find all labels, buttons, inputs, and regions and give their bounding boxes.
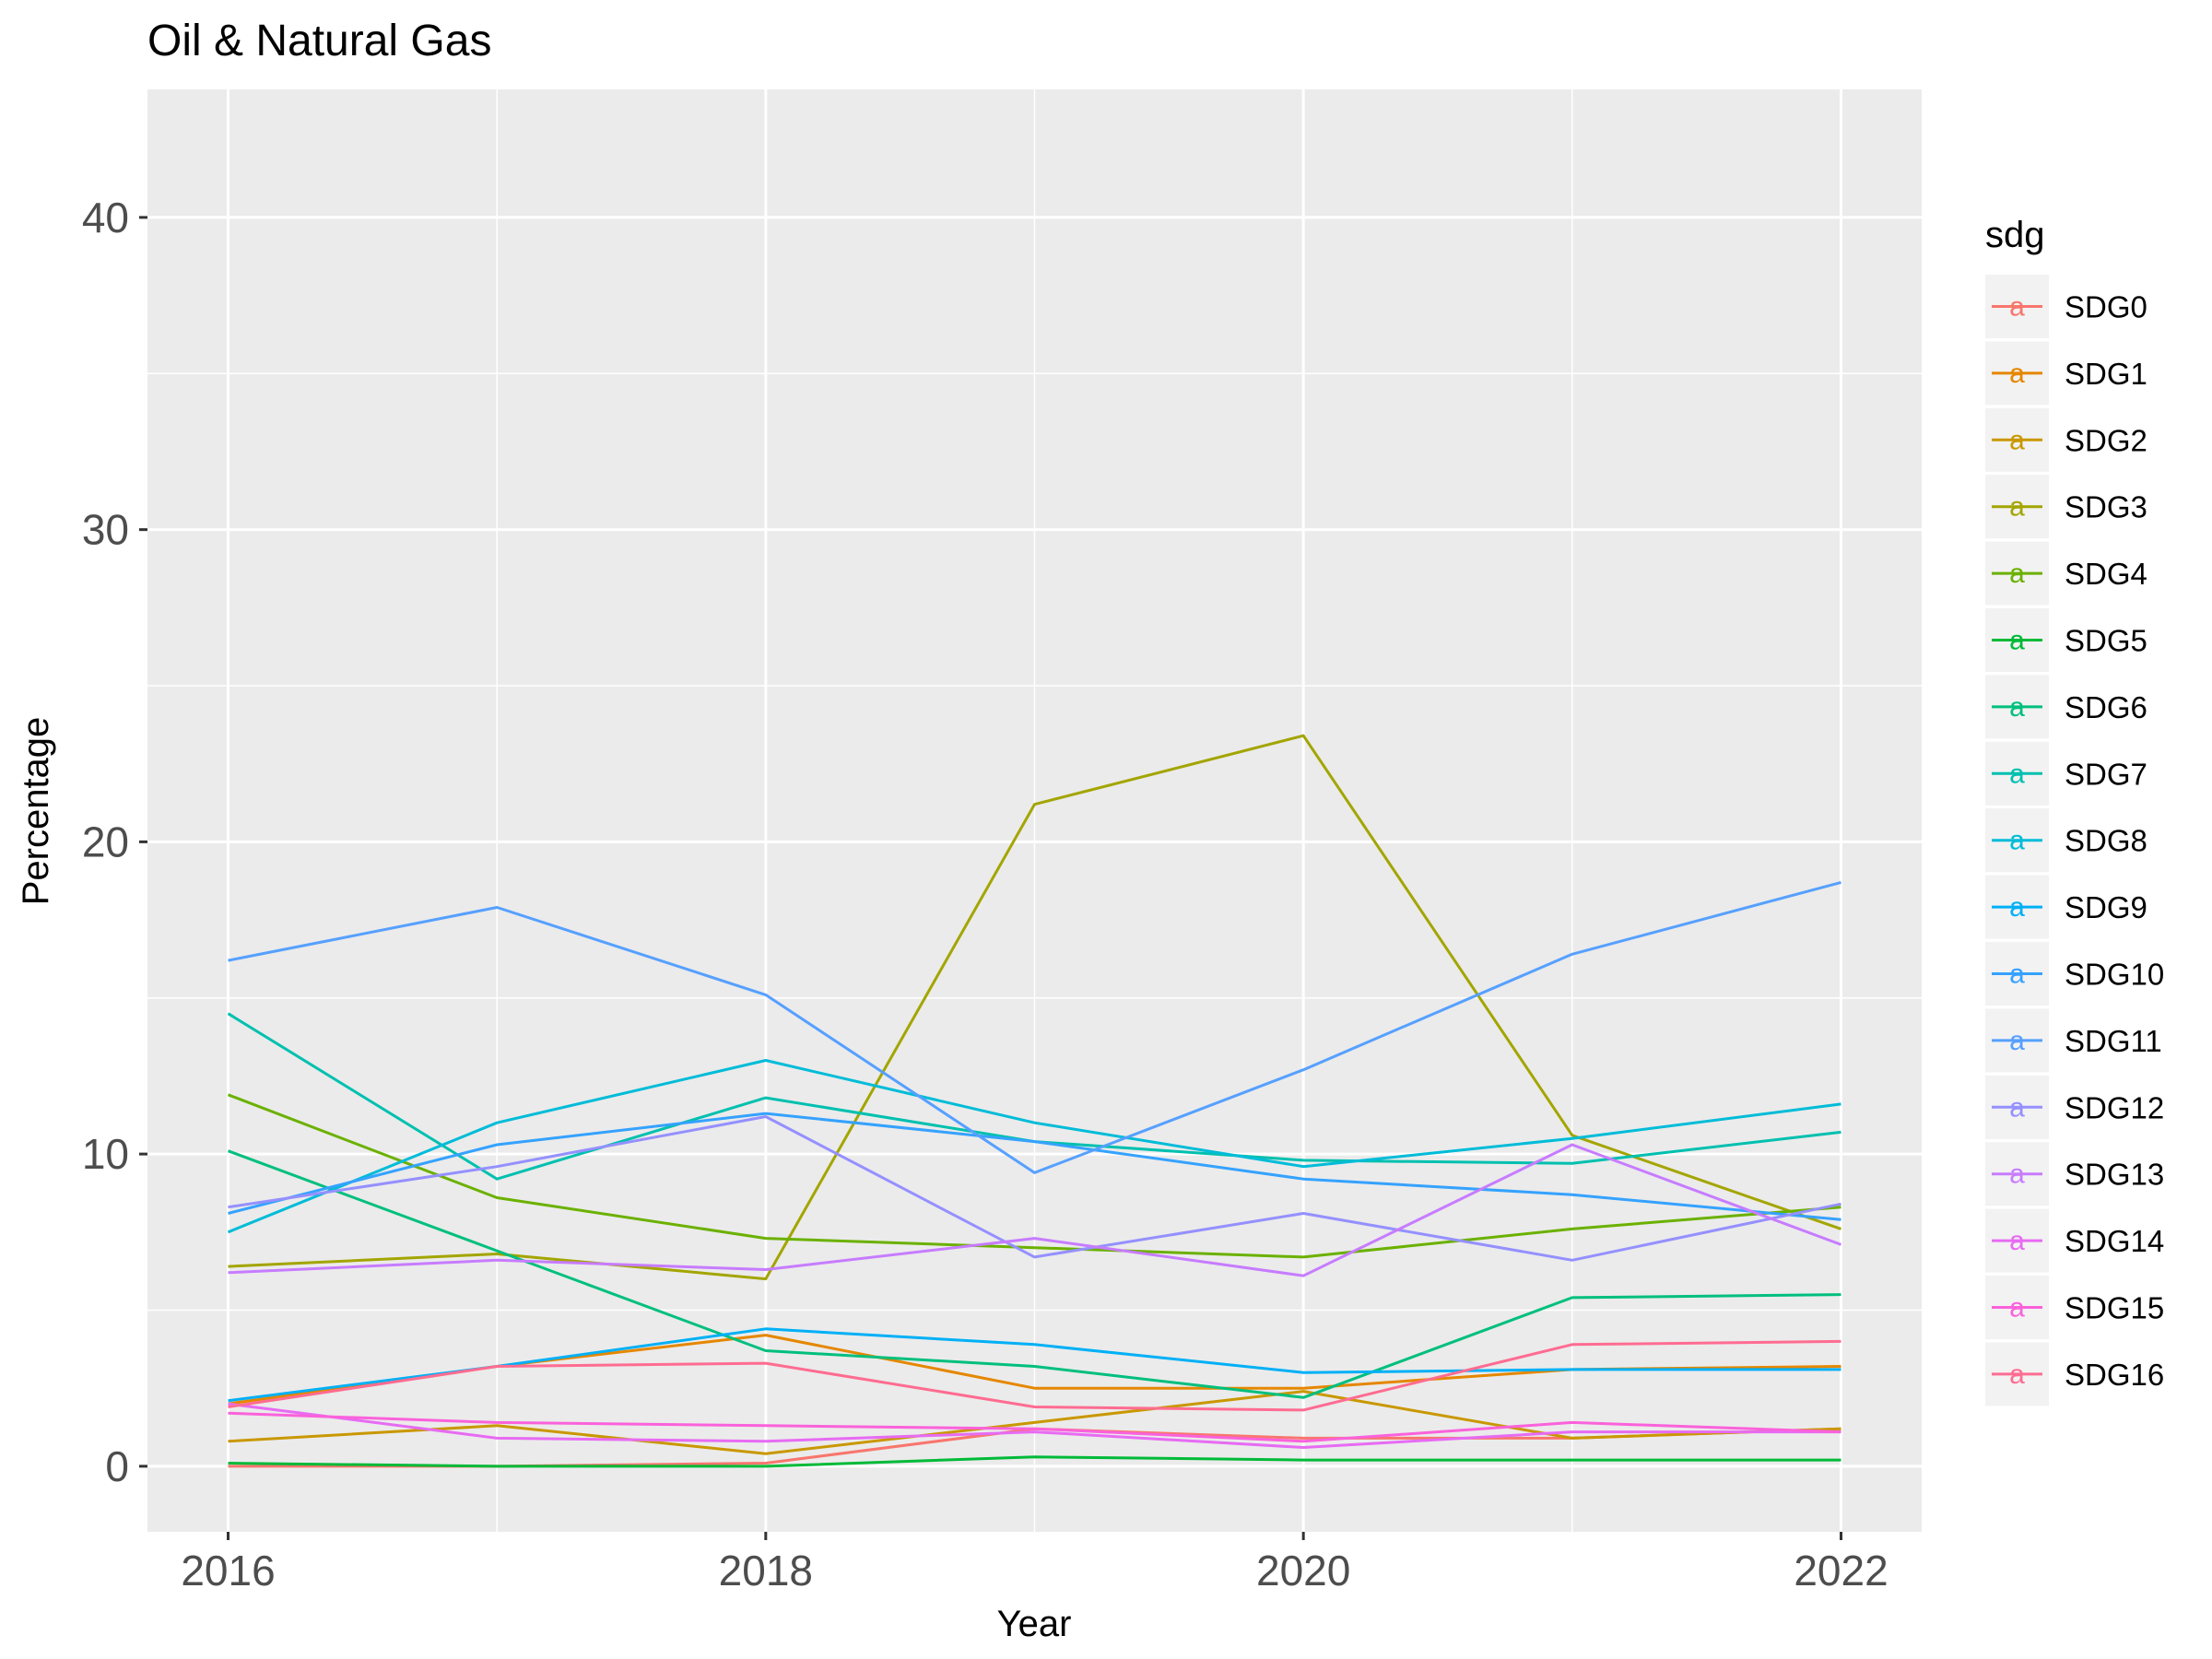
legend-label: SDG15 [2065,1291,2164,1325]
legend-label: SDG12 [2065,1090,2164,1124]
y-tick-label: 10 [82,1130,129,1178]
x-tick-label: 2020 [1256,1547,1350,1594]
legend-item-sdg1: a SDG1 [1985,341,2147,406]
legend-key-glyph: a [2009,425,2025,455]
legend-label: SDG4 [2065,557,2147,591]
legend-item-sdg16: a SDG16 [1985,1342,2164,1406]
legend-item-sdg11: a SDG11 [1985,1008,2162,1073]
legend-label: SDG6 [2065,690,2147,724]
legend-key-glyph: a [2009,959,2025,990]
legend-key-glyph: a [2009,759,2025,789]
legend-item-sdg2: a SDG2 [1985,407,2147,472]
legend-label: SDG2 [2065,423,2147,457]
legend-label: SDG8 [2065,824,2147,858]
legend-key-glyph: a [2009,559,2025,589]
x-axis-ticks: 2016 2018 2020 2022 [181,1532,1888,1594]
legend-item-sdg9: a SDG9 [1985,875,2147,939]
legend-item-sdg10: a SDG10 [1985,942,2164,1006]
legend-label: SDG10 [2065,958,2164,992]
x-tick-label: 2016 [181,1547,275,1594]
legend-title: sdg [1985,215,2045,255]
legend-item-sdg3: a SDG3 [1985,475,2147,539]
legend-key-glyph: a [2009,892,2025,923]
legend-label: SDG0 [2065,290,2147,324]
legend-label: SDG5 [2065,624,2147,658]
legend-item-sdg14: a SDG14 [1985,1208,2164,1273]
series-line-sdg15 [228,1411,1841,1443]
y-tick-label: 30 [82,506,129,554]
series-line-sdg11 [228,880,1841,1174]
legend-item-sdg4: a SDG4 [1985,541,2147,606]
series-line-sdg13 [228,1143,1842,1277]
series-lines [227,734,1842,1468]
x-tick-label: 2018 [719,1547,813,1594]
legend-label: SDG11 [2065,1024,2162,1058]
series-line-sdg6 [227,1149,1841,1399]
legend-key-glyph: a [2009,1159,2025,1190]
legend-key-glyph: a [2009,1026,2025,1056]
series-line-sdg12 [228,1115,1841,1262]
legend-key-glyph: a [2009,626,2025,656]
legend-item-sdg6: a SDG6 [1985,675,2147,739]
y-tick-label: 0 [105,1442,129,1490]
y-tick-label: 20 [82,818,129,865]
x-axis-title: Year [997,1604,1072,1644]
series-line-sdg3 [228,734,1841,1281]
series-line-sdg14 [228,1402,1841,1449]
series-line-sdg2 [228,1390,1841,1455]
legend-item-sdg15: a SDG15 [1985,1276,2164,1339]
legend-key-glyph: a [2009,692,2025,723]
legend-item-sdg7: a SDG7 [1985,741,2147,806]
legend-key-glyph: a [2009,1226,2025,1256]
legend-label: SDG3 [2065,490,2147,524]
legend-item-sdg13: a SDG13 [1985,1142,2164,1206]
legend-label: SDG7 [2065,757,2147,791]
series-line-sdg5 [228,1455,1841,1468]
y-tick-label: 40 [82,194,129,241]
y-axis-title: Percentage [16,717,56,906]
grid-minor [147,89,1922,1532]
legend-label: SDG9 [2065,890,2147,924]
legend-key-glyph: a [2009,1293,2025,1324]
legend-key-glyph: a [2009,292,2025,323]
legend-item-sdg8: a SDG8 [1985,808,2147,873]
series-line-sdg16 [228,1339,1841,1412]
legend-key-glyph: a [2009,492,2025,523]
chart-title: Oil & Natural Gas [147,17,491,65]
legend-key-glyph: a [2009,1359,2025,1390]
legend-item-sdg12: a SDG12 [1985,1075,2164,1139]
legend-key-glyph: a [2009,1092,2025,1123]
series-line-sdg4 [227,1093,1841,1259]
legend-label: SDG13 [2065,1158,2164,1192]
legend-item-sdg5: a SDG5 [1985,608,2147,672]
legend-label: SDG16 [2065,1358,2164,1392]
legend-key-glyph: a [2009,826,2025,856]
legend-label: SDG14 [2065,1224,2164,1258]
series-line-sdg10 [228,1112,1841,1221]
legend-item-sdg0: a SDG0 [1985,275,2147,338]
y-axis-ticks: 0 10 20 30 40 [82,194,147,1490]
series-line-sdg8 [227,1059,1841,1234]
legend-label: SDG1 [2065,357,2147,391]
legend-key-glyph: a [2009,359,2025,389]
x-tick-label: 2022 [1794,1547,1888,1594]
